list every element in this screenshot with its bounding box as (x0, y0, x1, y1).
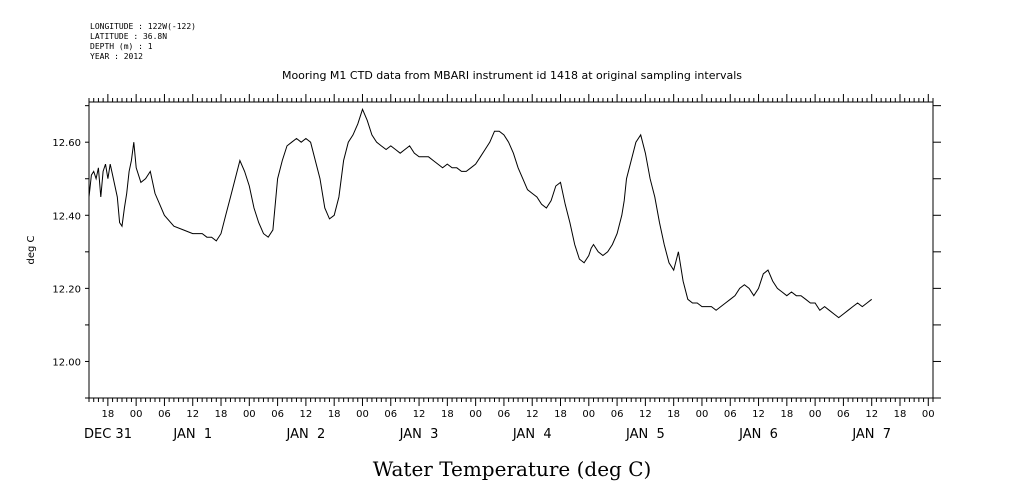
x-hour-label: 18 (554, 409, 567, 420)
x-hour-label: 18 (441, 409, 454, 420)
plot-frame (88, 101, 934, 399)
x-hour-label: 06 (384, 409, 397, 420)
header-latitude: LATITUDE : 36.8N (90, 32, 167, 41)
x-day-label: DEC 31 (84, 427, 132, 442)
y-tick-label: 12.00 (52, 357, 81, 368)
x-day-label: JAN 2 (286, 427, 326, 442)
x-hour-label: 18 (101, 409, 114, 420)
x-hour-label: 12 (186, 409, 199, 420)
x-hour-label: 12 (752, 409, 765, 420)
x-hour-label: 18 (215, 409, 228, 420)
y-tick-label: 12.20 (52, 284, 81, 295)
x-hour-label: 12 (526, 409, 539, 420)
x-hour-label: 18 (667, 409, 680, 420)
x-hour-label: 18 (780, 409, 793, 420)
x-hour-label: 12 (413, 409, 426, 420)
x-axis-title: Water Temperature (deg C) (373, 457, 652, 481)
y-tick-label: 12.60 (52, 138, 81, 149)
minor-ticks (88, 94, 934, 406)
x-hour-label: 00 (696, 409, 709, 420)
x-day-label: JAN 6 (738, 427, 778, 442)
x-hour-label: 06 (498, 409, 511, 420)
x-hour-label: 12 (865, 409, 878, 420)
chart-title: Mooring M1 CTD data from MBARI instrumen… (282, 69, 742, 82)
y-tick-label: 12.40 (52, 211, 81, 222)
header-year: YEAR : 2012 (90, 52, 143, 61)
x-day-label: JAN 5 (625, 427, 665, 442)
header-longitude: LONGITUDE : 122W(-122) (90, 22, 196, 31)
x-hour-label: 18 (894, 409, 907, 420)
x-hour-label: 00 (922, 409, 935, 420)
x-hour-label: 12 (300, 409, 313, 420)
x-hour-label: 00 (469, 409, 482, 420)
x-hour-label: 00 (243, 409, 256, 420)
x-day-label: JAN 4 (512, 427, 552, 442)
y-axis-label: deg C (26, 235, 37, 264)
x-hour-label: 12 (639, 409, 652, 420)
x-hour-label: 18 (328, 409, 341, 420)
x-hour-label: 06 (271, 409, 284, 420)
x-hour-label: 00 (356, 409, 369, 420)
x-day-label: JAN 1 (172, 427, 212, 442)
water-temperature-line (88, 107, 873, 319)
x-day-label: JAN 3 (399, 427, 439, 442)
x-hour-label: 00 (809, 409, 822, 420)
y-ticks: 12.00 12.20 12.40 12.60 (52, 105, 941, 399)
header-info: LONGITUDE : 122W(-122) LATITUDE : 36.8N … (90, 22, 196, 61)
x-hour-label: 06 (158, 409, 171, 420)
x-hour-label: 00 (130, 409, 143, 420)
x-day-label: JAN 7 (851, 427, 891, 442)
x-ticks: 18 00 06 12 18 00 06 12 18 00 06 12 18 00 06 12 18 00 06 12… (84, 409, 935, 442)
x-hour-label: 06 (837, 409, 850, 420)
header-depth: DEPTH (m) : 1 (90, 42, 153, 51)
x-hour-label: 00 (582, 409, 595, 420)
x-hour-label: 06 (611, 409, 624, 420)
x-hour-label: 06 (724, 409, 737, 420)
